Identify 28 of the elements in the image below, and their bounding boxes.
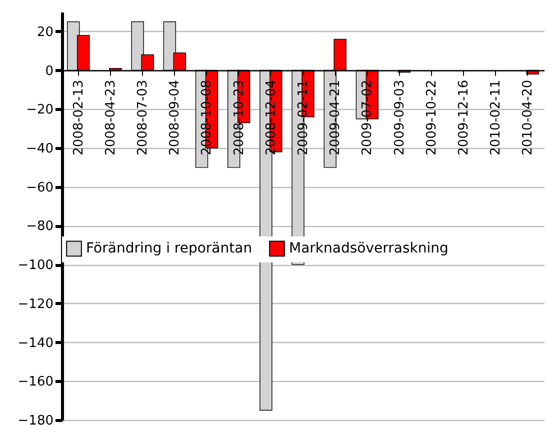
x-tick-label: 2008-12-04 [264, 80, 279, 156]
x-tick-label: 2009-10-22 [424, 80, 440, 156]
x-tick-label: 2009-02-11 [296, 80, 311, 156]
y-tick-label: −140 [18, 336, 54, 351]
x-tick-label: 2008-04-23 [103, 80, 118, 156]
y-tick-label: −120 [18, 296, 54, 312]
x-tick-label: 2008-10-23 [232, 80, 247, 156]
y-tick-label: 0 [45, 64, 54, 79]
x-tick-label: 2010-04-20 [520, 80, 536, 156]
y-tick-label: −60 [26, 180, 54, 196]
x-tick-label: 2008-02-13 [71, 80, 86, 156]
x-tick-label: 2008-09-04 [168, 80, 183, 156]
y-tick-label: −180 [18, 414, 54, 425]
x-tick-label: 2009-09-03 [392, 80, 408, 156]
x-tick-label: 2008-10-08 [200, 80, 215, 156]
y-tick-label: −100 [18, 258, 54, 274]
y-tick-label: −160 [18, 374, 54, 390]
legend-label: Förändring i reporäntan [86, 240, 252, 257]
x-tick-label: 2010-02-11 [488, 80, 504, 156]
y-tick-label: 20 [36, 24, 54, 40]
y-tick-label: −80 [26, 219, 54, 234]
x-tick-label: 2009-07-02 [360, 80, 376, 156]
x-tick-label: 2008-07-03 [136, 80, 151, 156]
x-tick-label: 2009-12-16 [456, 80, 472, 156]
y-tick-label: −20 [26, 102, 54, 118]
y-tick-label: −40 [26, 142, 54, 156]
legend-label: Marknadsöverraskning [289, 240, 448, 257]
x-tick-label: 2009-04-21 [328, 80, 344, 156]
